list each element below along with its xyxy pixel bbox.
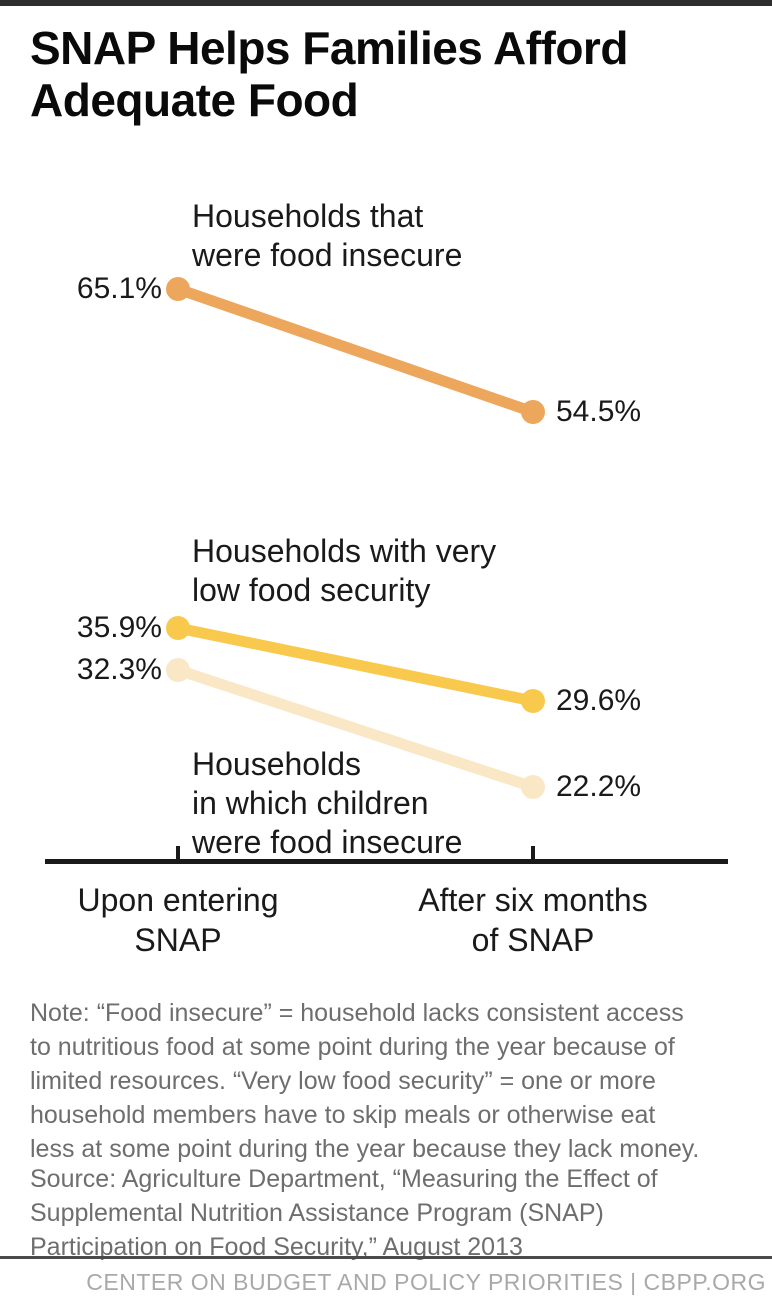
- x-axis-tick-1: [531, 846, 535, 859]
- series-line-2: [176, 622, 535, 707]
- note-line: less at some point during the year becau…: [30, 1135, 700, 1163]
- series-name-line: Households that: [192, 198, 424, 234]
- x-axis-label-1: Upon entering SNAP: [18, 880, 338, 960]
- source-line: Supplemental Nutrition Assistance Progra…: [30, 1199, 604, 1227]
- series-line-1: [176, 283, 535, 418]
- series-name-label-2: Households with very low food security: [192, 532, 496, 610]
- note-text: Note: “Food insecure” = household lacks …: [30, 996, 760, 1166]
- value-label-start-1: 65.1%: [76, 272, 162, 305]
- source-line: Source: Agriculture Department, “Measuri…: [30, 1165, 658, 1193]
- note-line: limited resources. “Very low food securi…: [30, 1067, 656, 1095]
- value-label-end-2: 29.6%: [556, 684, 642, 717]
- x-axis-label-line: After six months: [418, 882, 648, 918]
- series-name-line: were food insecure: [192, 237, 463, 273]
- note-line: household members have to skip meals or …: [30, 1101, 656, 1129]
- x-axis-label-line: Upon entering: [77, 882, 279, 918]
- x-axis-label-2: After six months of SNAP: [373, 880, 693, 960]
- footer-branding: CENTER ON BUDGET AND POLICY PRIORITIES |…: [86, 1269, 766, 1295]
- series-name-line: in which children: [192, 785, 429, 821]
- series-name-label-1: Households that were food insecure: [192, 197, 462, 275]
- page-title: SNAP Helps Families Afford Adequate Food: [30, 22, 742, 126]
- series-name-line: Households: [192, 746, 361, 782]
- slope-chart: 65.1% 54.5% Households that were food insec…: [18, 197, 728, 960]
- x-axis-label-line: SNAP: [134, 922, 222, 958]
- value-label-end-3: 22.2%: [556, 770, 642, 803]
- x-axis-line: [45, 859, 728, 864]
- footer-divider: [0, 1256, 772, 1259]
- slope-chart-canvas: [45, 277, 728, 864]
- series-name-line: Households with very: [192, 533, 497, 569]
- series-name-line: were food insecure: [192, 824, 463, 860]
- series-dot-start-3: [166, 658, 190, 682]
- series-dot-start-2: [166, 616, 190, 640]
- series-dot-end-2: [521, 689, 545, 713]
- series-dot-end-3: [521, 775, 545, 799]
- series-line-3: [176, 664, 535, 793]
- page-title-line-2: Adequate Food: [30, 74, 359, 126]
- note-line: Note: “Food insecure” = household lacks …: [30, 999, 684, 1027]
- series-dot-end-1: [521, 400, 545, 424]
- value-label-start-2: 35.9%: [76, 611, 162, 644]
- x-axis-tick-0: [176, 846, 180, 859]
- series-dot-start-1: [166, 277, 190, 301]
- source-text: Source: Agriculture Department, “Measuri…: [30, 1162, 760, 1264]
- value-label-start-3: 32.3%: [76, 653, 162, 686]
- series-name-line: low food security: [192, 572, 431, 608]
- note-line: to nutritious food at some point during …: [30, 1033, 675, 1061]
- series-name-label-3: Households in which children were food ins…: [192, 745, 462, 862]
- top-bar: [0, 0, 772, 6]
- x-axis-label-line: of SNAP: [471, 922, 595, 958]
- value-label-end-1: 54.5%: [556, 395, 642, 428]
- page-title-line-1: SNAP Helps Families Afford: [30, 22, 628, 74]
